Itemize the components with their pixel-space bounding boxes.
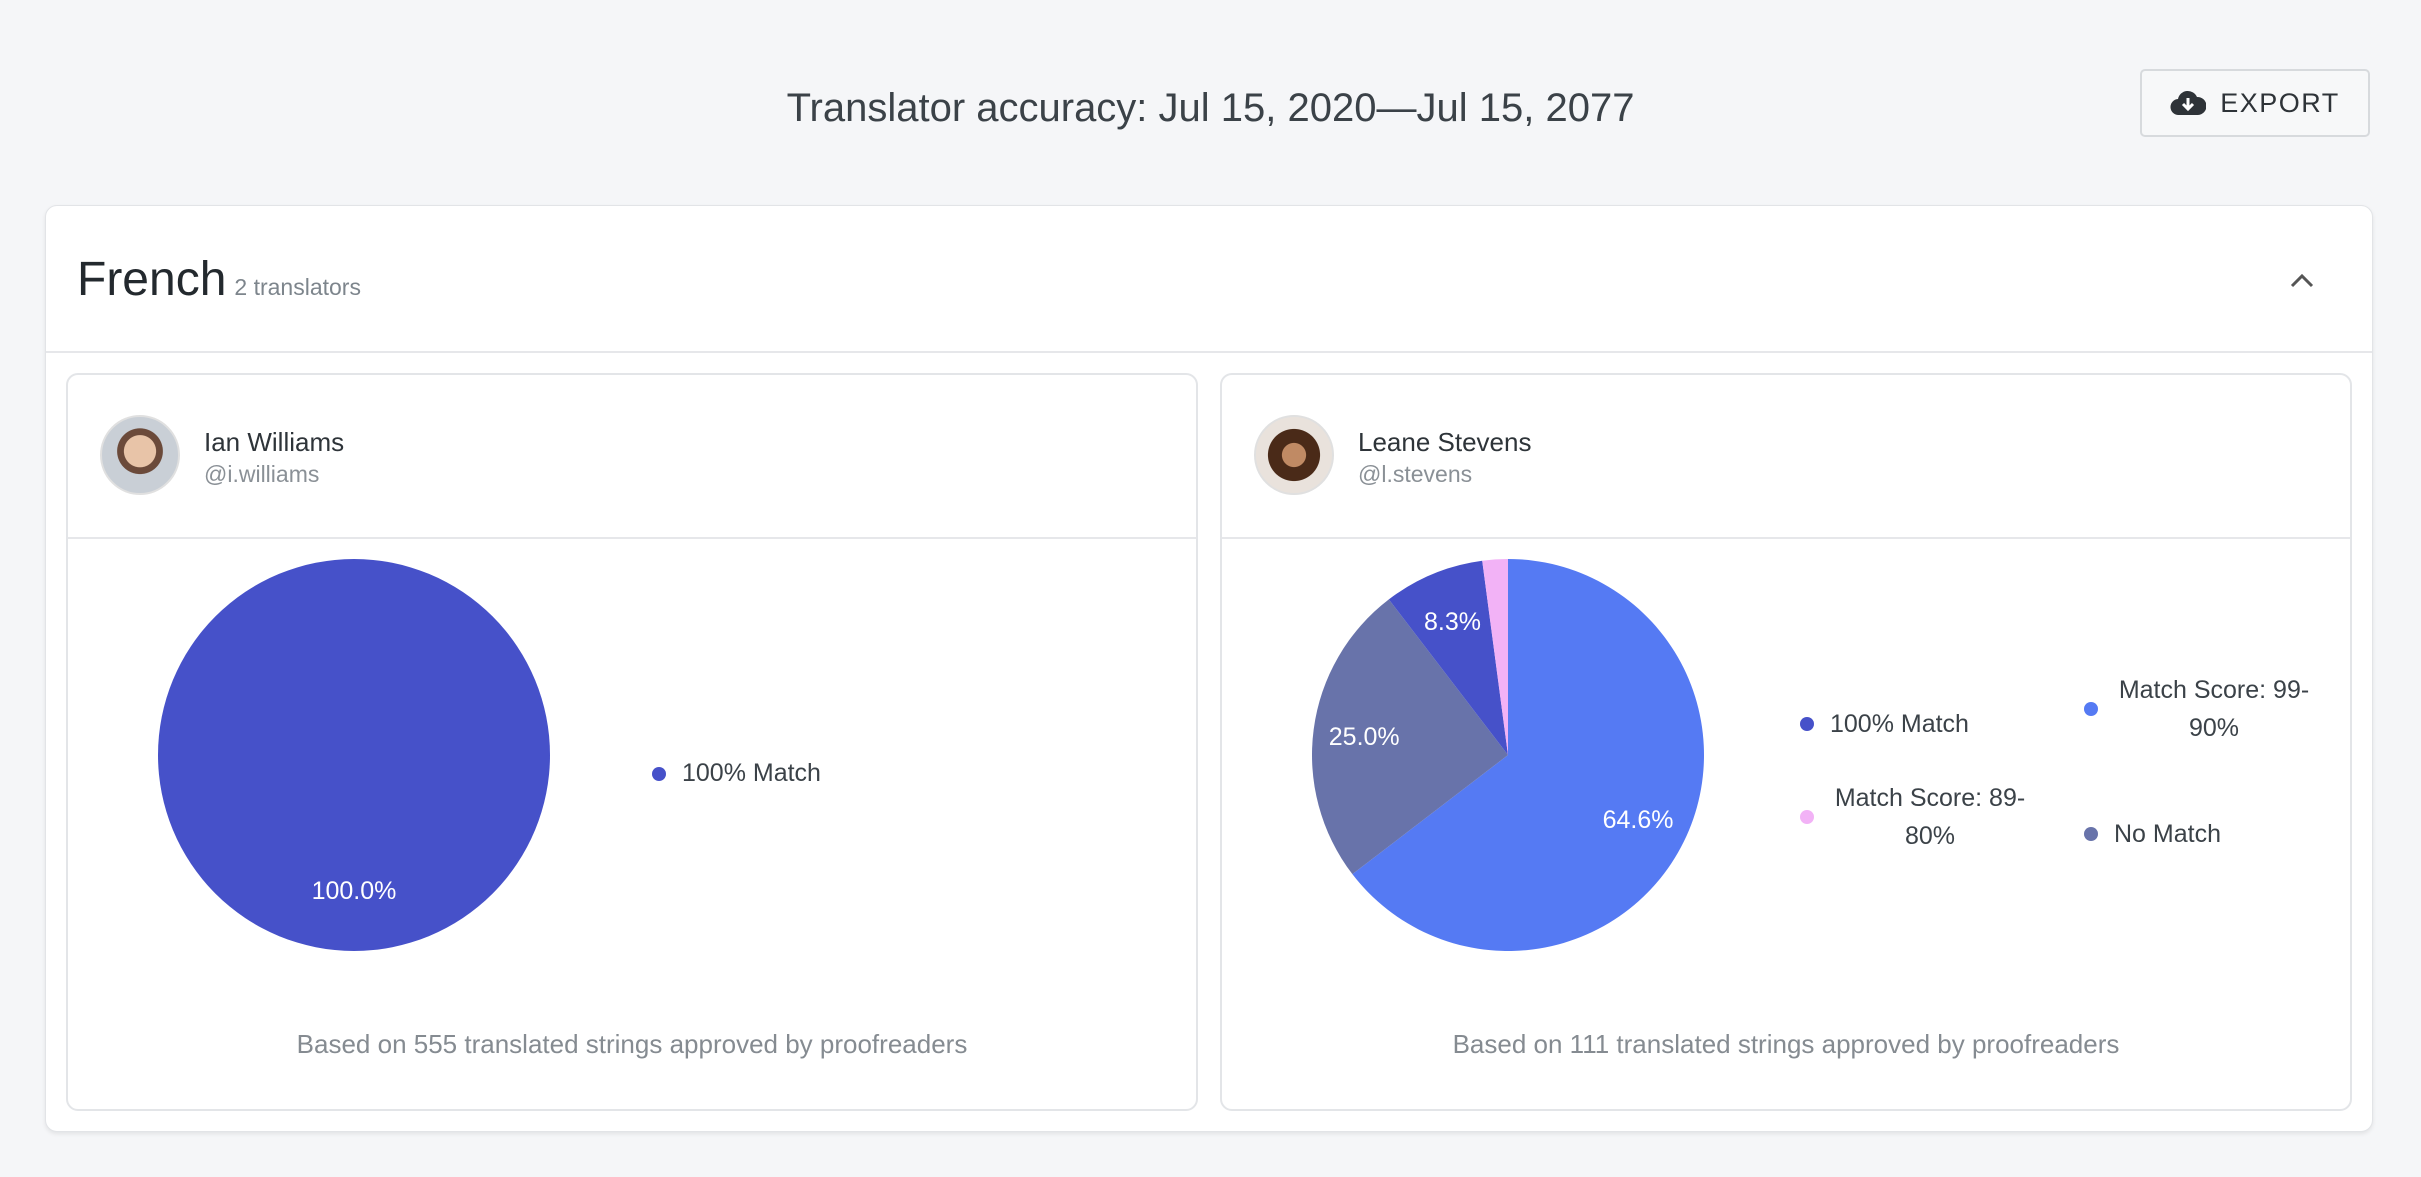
translator-count: 2 translators — [234, 274, 361, 300]
avatar — [1254, 415, 1334, 495]
footer-note: Based on 111 translated strings approved… — [1452, 1029, 2120, 1059]
legend-label: No Match — [2114, 820, 2221, 848]
language-title: French — [77, 253, 227, 306]
avatar — [100, 415, 180, 495]
legend-dot — [1800, 717, 1814, 731]
translator-name: Leane Stevens — [1358, 427, 1532, 457]
legend-dot — [2084, 827, 2098, 841]
translator-card: Ian Williams @i.williams 100.0% 100% Mat… — [66, 373, 1198, 1111]
legend-label: 100% Match — [682, 759, 821, 787]
pie-slice — [1482, 559, 1508, 755]
legend-label: 100% Match — [1830, 710, 1969, 738]
legend-dot — [1800, 810, 1814, 824]
language-group-header[interactable]: French 2 translators — [46, 206, 2372, 353]
pie-data-label: 25.0% — [1329, 723, 1400, 751]
pie-slice — [1352, 559, 1704, 951]
legend-item: Match Score: 89-80% — [1800, 779, 2030, 855]
pie-slice — [1312, 599, 1508, 875]
cloud-download-icon — [2170, 90, 2207, 116]
pie-chart: 100.0% — [158, 559, 550, 951]
pie-data-label: 8.3% — [1424, 608, 1481, 636]
language-group-card: French 2 translators Ian Williams @i.will… — [45, 205, 2373, 1132]
pie-data-label: 64.6% — [1603, 806, 1674, 834]
chevron-up-icon[interactable] — [2282, 260, 2322, 300]
legend-item: No Match — [2084, 815, 2221, 853]
translator-handle: @l.stevens — [1358, 461, 1473, 487]
translator-profile: Leane Stevens @l.stevens — [1222, 375, 2350, 539]
export-button[interactable]: EXPORT — [2140, 69, 2370, 137]
translator-card: Leane Stevens @l.stevens 64.6% 25.0% 8.3% … — [1220, 373, 2352, 1111]
export-label: EXPORT — [2220, 87, 2340, 118]
legend-label: Match Score: 89-80% — [1834, 784, 2026, 850]
translator-name: Ian Williams — [204, 427, 345, 457]
pie-slice — [158, 559, 550, 951]
footer-note: Based on 555 translated strings approved… — [296, 1029, 968, 1059]
legend-item: 100% Match — [1800, 705, 1969, 743]
pie-slice — [1388, 560, 1508, 755]
legend-dot — [2084, 702, 2098, 716]
translator-handle: @i.williams — [204, 461, 320, 487]
legend-item: 100% Match — [652, 759, 821, 788]
pie-data-label: 100.0% — [312, 877, 397, 905]
page-title: Translator accuracy: Jul 15, 2020—Jul 15… — [786, 86, 1635, 130]
pie-chart: 64.6% 25.0% 8.3% — [1312, 559, 1704, 951]
translator-profile: Ian Williams @i.williams — [68, 375, 1196, 539]
legend-item: Match Score: 99-90% — [2084, 671, 2314, 747]
legend-dot — [652, 766, 666, 781]
legend-label: Match Score: 99-90% — [2118, 676, 2310, 742]
